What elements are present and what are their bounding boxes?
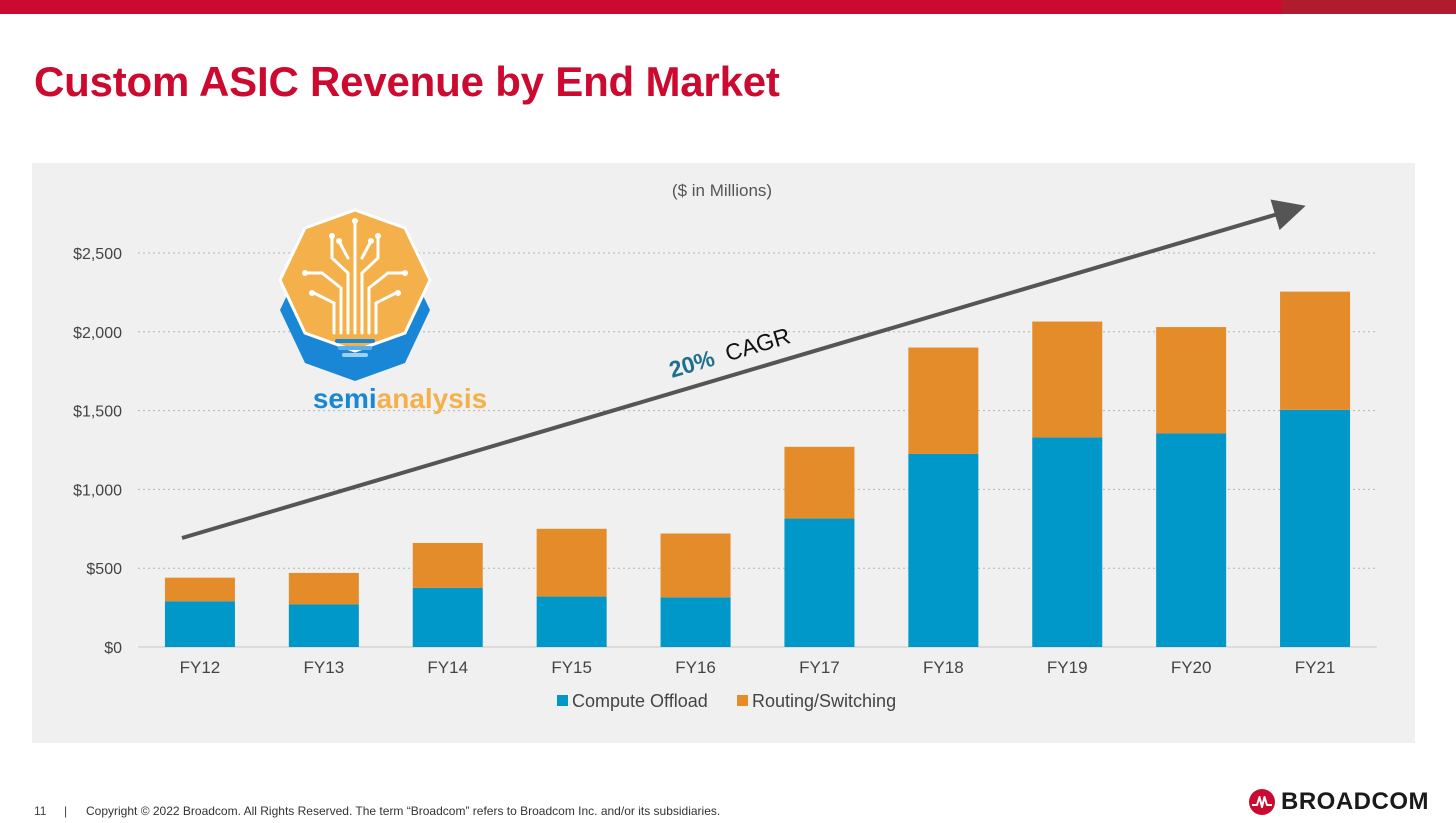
- x-tick-label: FY16: [675, 658, 716, 677]
- bars: [164, 291, 1351, 647]
- x-tick-label: FY12: [180, 658, 221, 677]
- legend-swatch-routing-switching: [737, 695, 748, 706]
- y-tick-label: $2,500: [73, 246, 122, 263]
- y-tick-label: $0: [104, 640, 122, 657]
- x-tick-label: FY14: [427, 658, 468, 677]
- circuit-tree-icon: [305, 221, 405, 335]
- bar-routing-switching-fy15: [536, 528, 607, 597]
- logo-wordmark-prefix: semi: [313, 383, 377, 414]
- logo-wordmark: semianalysis: [313, 383, 487, 414]
- y-tick-label: $500: [86, 561, 122, 578]
- circuit-nodes: [302, 218, 408, 296]
- slide-title: Custom ASIC Revenue by End Market: [34, 58, 780, 105]
- top-brand-bar: [0, 0, 1456, 14]
- footer-separator: |: [64, 804, 68, 818]
- bar-compute-offload-fy17: [784, 518, 855, 647]
- legend-swatch-compute-offload: [557, 695, 568, 706]
- broadcom-logo: BROADCOM: [1249, 787, 1429, 817]
- bar-routing-switching-fy21: [1280, 291, 1351, 410]
- top-brand-bar-accent: [1282, 0, 1456, 14]
- y-axis-tick-labels: $0 $500 $1,000 $1,500 $2,000 $2,500: [73, 246, 122, 657]
- bar-routing-switching-fy19: [1032, 321, 1103, 438]
- bulb-base-stripe: [342, 353, 368, 357]
- x-axis-tick-labels: FY12 FY13 FY14 FY15 FY16 FY17 FY18 FY19 FY20 FY21: [180, 658, 1336, 677]
- bar-routing-switching-fy13: [288, 572, 359, 605]
- legend: Compute Offload Routing/Switching: [557, 691, 896, 711]
- x-tick-label: FY20: [1171, 658, 1212, 677]
- y-tick-label: $2,000: [73, 325, 122, 342]
- stacked-bar-chart: ($ in Millions) $0 $500 $1,000 $1,500 $2,000…: [73, 181, 1377, 711]
- bar-compute-offload-fy18: [908, 453, 979, 647]
- trend-arrow: [181, 199, 1306, 540]
- y-tick-label: $1,000: [73, 482, 122, 499]
- copyright-notice: Copyright © 2022 Broadcom. All Rights Re…: [86, 804, 721, 818]
- bar-routing-switching-fy20: [1156, 327, 1227, 434]
- logo-wordmark-suffix: analysis: [377, 383, 488, 414]
- chart-panel: ($ in Millions) $0 $500 $1,000 $1,500 $2,000…: [32, 163, 1415, 743]
- bar-compute-offload-fy20: [1156, 433, 1227, 647]
- bar-compute-offload-fy21: [1280, 409, 1351, 647]
- x-tick-label: FY15: [551, 658, 592, 677]
- chart-subtitle: ($ in Millions): [672, 181, 772, 200]
- bulb-base-stripe: [335, 339, 375, 343]
- x-tick-label: FY13: [304, 658, 345, 677]
- y-tick-label: $1,500: [73, 404, 122, 421]
- x-tick-label: FY17: [799, 658, 840, 677]
- bar-routing-switching-fy12: [164, 577, 235, 602]
- x-tick-label: FY21: [1295, 658, 1336, 677]
- bar-routing-switching-fy18: [908, 347, 979, 454]
- bar-compute-offload-fy16: [660, 597, 731, 647]
- page-number: 11: [34, 804, 47, 818]
- bar-compute-offload-fy14: [412, 587, 483, 647]
- bar-routing-switching-fy17: [784, 446, 855, 519]
- x-tick-label: FY18: [923, 658, 964, 677]
- cagr-value: 20%: [666, 345, 718, 383]
- bar-routing-switching-fy14: [412, 542, 483, 588]
- broadcom-wordmark: BROADCOM: [1281, 788, 1429, 815]
- semianalysis-logo: semianalysis: [278, 208, 487, 414]
- broadcom-mark-icon: [1249, 789, 1275, 815]
- legend-label-compute-offload: Compute Offload: [572, 691, 708, 711]
- bar-compute-offload-fy12: [164, 601, 235, 647]
- bar-compute-offload-fy13: [288, 604, 359, 647]
- bar-compute-offload-fy19: [1032, 437, 1103, 647]
- bulb-base-stripe: [338, 346, 372, 350]
- bar-compute-offload-fy15: [536, 596, 607, 647]
- x-tick-label: FY19: [1047, 658, 1088, 677]
- bar-routing-switching-fy16: [660, 533, 731, 598]
- legend-label-routing-switching: Routing/Switching: [752, 691, 896, 711]
